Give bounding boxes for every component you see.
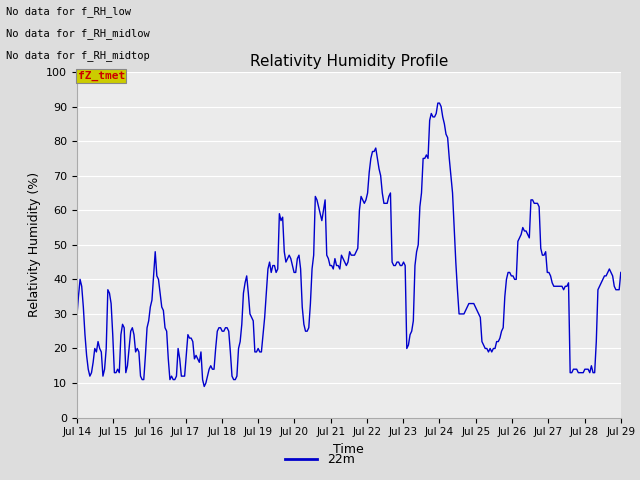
- Text: No data for f_RH_low: No data for f_RH_low: [6, 6, 131, 17]
- Title: Relativity Humidity Profile: Relativity Humidity Profile: [250, 54, 448, 70]
- Text: No data for f_RH_midlow: No data for f_RH_midlow: [6, 28, 150, 39]
- Legend: 22m: 22m: [280, 448, 360, 471]
- X-axis label: Time: Time: [333, 443, 364, 456]
- Text: fZ_tmet: fZ_tmet: [77, 71, 125, 81]
- Text: No data for f_RH_midtop: No data for f_RH_midtop: [6, 49, 150, 60]
- Y-axis label: Relativity Humidity (%): Relativity Humidity (%): [28, 172, 40, 317]
